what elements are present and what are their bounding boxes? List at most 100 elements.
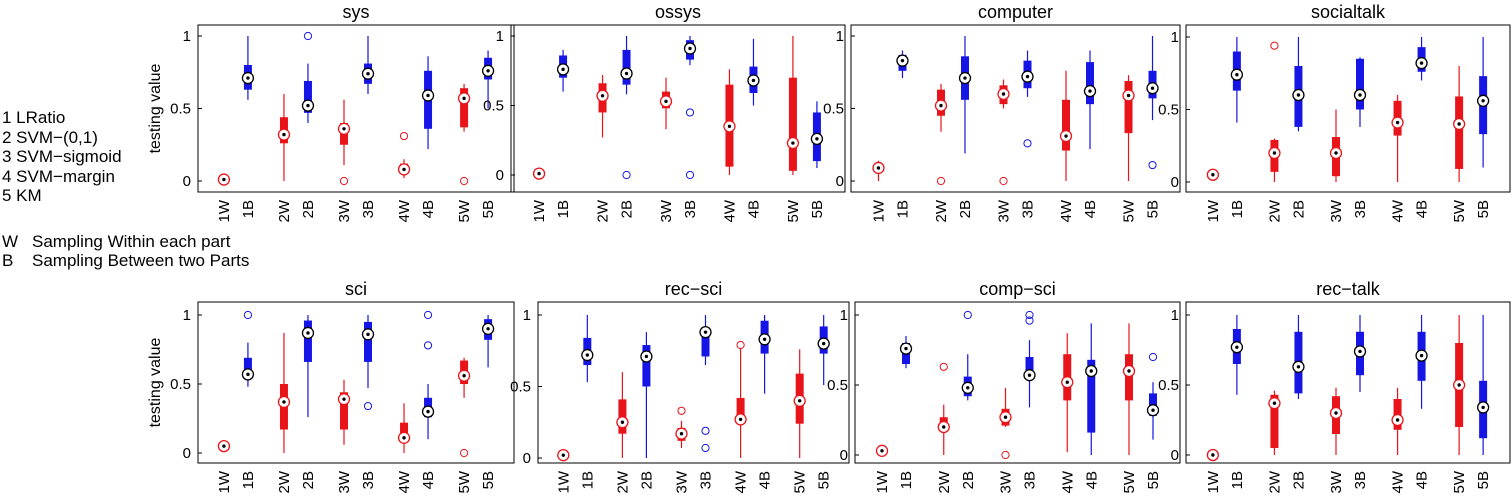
outlier-point: [1025, 316, 1034, 325]
median-dot: [1235, 73, 1239, 77]
box-3W: 3W: [336, 379, 353, 494]
box-4B: 4B: [420, 310, 437, 489]
box-5W: 5W: [785, 36, 802, 223]
box-body: [1087, 359, 1096, 433]
box-1B: 1B: [894, 50, 911, 218]
box-3B: 3B: [360, 315, 377, 489]
x-tick-label: 5W: [1121, 470, 1138, 493]
x-tick-label: 3B: [1022, 471, 1039, 489]
box-4B: 4B: [1414, 315, 1431, 489]
outlier-point: [963, 310, 972, 320]
legend-text-w: Sampling Within each part: [32, 231, 231, 251]
median-dot: [1395, 120, 1400, 125]
box-5B: 5B: [1145, 36, 1162, 218]
x-tick-label: 1W: [216, 470, 233, 493]
chart-panel-6: rec−sci 0 0.5 1 1W 1B 2W 2B 3W 3B 4W 4B 5W 5B: [510, 279, 850, 494]
y-tick-label: 0: [1171, 174, 1179, 191]
median-dot: [1296, 365, 1301, 369]
box-3W: 3W: [1328, 109, 1345, 223]
box-4B: 4B: [420, 56, 437, 218]
box-3W: 3W: [658, 77, 675, 223]
median-dot: [1481, 405, 1485, 410]
x-tick-label: 2B: [957, 200, 974, 218]
median-dot: [1272, 401, 1277, 405]
median-dot: [688, 46, 692, 51]
y-tick-label: 0.5: [823, 101, 844, 118]
x-tick-label: 1B: [555, 200, 572, 218]
median-dot: [966, 386, 970, 390]
box-body: [340, 392, 348, 430]
x-tick-label: 5W: [792, 470, 809, 493]
box-body: [1086, 62, 1095, 105]
x-tick-label: 4B: [757, 471, 774, 489]
outlier-point: [303, 31, 313, 41]
chart-title: sys: [343, 2, 370, 22]
median-dot: [664, 99, 668, 104]
box-4B: 4B: [745, 38, 762, 218]
box-4B: 4B: [1414, 37, 1431, 218]
box-body: [622, 49, 631, 85]
chart-title: socialtalk: [1311, 2, 1386, 22]
chart-panel-3: computer 0 0.5 1 1W 1B 2W 2B 3W 3B 4W 4B 5W 5B: [823, 2, 1181, 223]
outlier-point: [939, 362, 948, 371]
box-4B: 4B: [1082, 50, 1099, 218]
plot-frame: [537, 301, 850, 464]
outlier-point: [701, 426, 710, 435]
x-tick-label: 1W: [1205, 199, 1222, 222]
median-dot: [1151, 408, 1155, 412]
box-1B: 1B: [240, 36, 257, 218]
x-tick-label: 3W: [674, 470, 691, 493]
x-tick-label: 4W: [1059, 470, 1076, 493]
median-dot: [246, 76, 250, 80]
chart-panel-7: comp−sci 0 0.5 1 1W 1B 2W 2B 3W 3B 4W 4B 5W 5B: [827, 279, 1181, 494]
median-dot: [1334, 411, 1338, 415]
legend-method-5: 5 KM: [2, 186, 42, 205]
median-dot: [624, 71, 629, 76]
y-tick-label: 0.5: [170, 101, 191, 118]
median-dot: [1457, 122, 1461, 126]
box-1W: 1W: [531, 167, 548, 223]
y-tick-label: 0.5: [827, 377, 848, 394]
y-tick-label: 1: [1171, 29, 1179, 46]
x-tick-label: 3W: [336, 470, 353, 493]
x-tick-label: 1W: [531, 199, 548, 222]
box-body: [460, 88, 469, 128]
box-1B: 1B: [579, 315, 596, 489]
x-tick-label: 1W: [870, 199, 887, 222]
box-body: [1455, 96, 1464, 169]
y-tick-label: 1: [523, 307, 531, 324]
y-tick-label: 1: [836, 28, 844, 45]
box-5W: 5W: [456, 83, 473, 223]
chart-title: sci: [345, 279, 367, 299]
box-2W: 2W: [936, 362, 953, 494]
median-dot: [620, 420, 625, 424]
median-dot: [815, 137, 819, 141]
y-tick-label: 1: [183, 28, 191, 45]
median-dot: [644, 354, 649, 359]
median-dot: [222, 444, 226, 448]
box-4B: 4B: [757, 315, 774, 489]
x-tick-label: 5W: [785, 199, 802, 222]
box-2W: 2W: [1266, 390, 1283, 494]
outlier-point: [243, 310, 253, 320]
median-dot: [1235, 345, 1239, 349]
median-dot: [1150, 86, 1155, 90]
outlier-point: [685, 170, 695, 180]
box-body: [303, 80, 312, 113]
box-2B: 2B: [638, 332, 655, 489]
y-axis-label: testing value: [147, 337, 164, 427]
box-4W: 4W: [1390, 387, 1407, 494]
x-tick-label: 1W: [216, 199, 233, 222]
median-dot: [537, 171, 541, 176]
median-dot: [1334, 151, 1338, 155]
box-2W: 2W: [1266, 41, 1283, 223]
box-2B: 2B: [1290, 37, 1307, 218]
x-tick-label: 1W: [555, 470, 572, 493]
median-dot: [1127, 369, 1131, 373]
x-tick-label: 2W: [1266, 199, 1283, 222]
y-tick-label: 0.5: [510, 379, 531, 396]
x-tick-label: 5B: [1145, 471, 1162, 489]
box-2B: 2B: [957, 36, 974, 218]
chart-panel-1: sys 0 0.5 1 testing value 1W 1B 2W 2B 3W 3B 4W 4B 5W 5…: [147, 2, 515, 223]
x-tick-label: 4B: [1414, 200, 1431, 218]
